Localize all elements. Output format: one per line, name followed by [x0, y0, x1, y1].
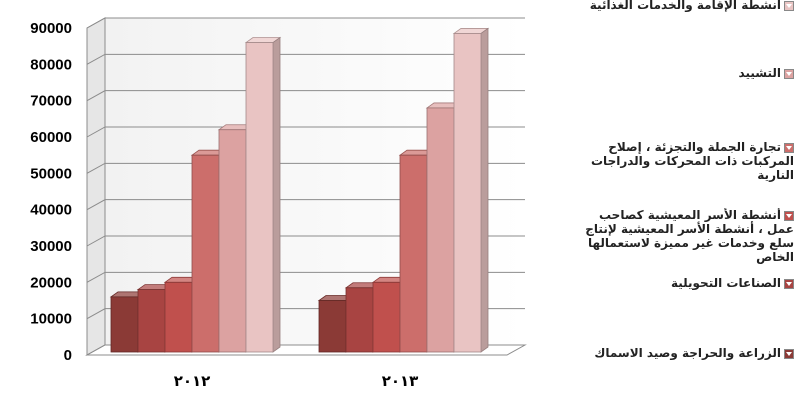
- legend-item: التشييد: [572, 66, 794, 80]
- y-tick-label: 0: [64, 347, 72, 364]
- x-tick-label: ٢٠١٣: [382, 372, 419, 390]
- y-tick-label: 70000: [30, 93, 72, 110]
- legend-swatch: [784, 278, 794, 289]
- x-axis: ٢٠١٢ ٢٠١٣: [174, 372, 419, 390]
- y-tick-label: 40000: [30, 202, 72, 219]
- legend-swatch: [784, 210, 794, 221]
- gridline: [86, 162, 525, 174]
- legend-label: أنشطة الإقامة والخدمات الغذائية: [589, 0, 781, 12]
- y-tick-label: 90000: [30, 20, 72, 37]
- legend-label: تجارة الجملة والتجزئة ، إصلاح المركبات ذ…: [591, 140, 794, 182]
- gridline: [86, 53, 525, 65]
- legend-swatch: [784, 348, 794, 359]
- y-tick-label: 80000: [30, 56, 72, 73]
- y-tick-label: 50000: [30, 165, 72, 182]
- gridline: [86, 271, 525, 283]
- side-wall: [86, 17, 106, 356]
- legend-item: الزراعة والحراجة وصيد الاسماك: [572, 346, 794, 360]
- bar: [452, 27, 490, 353]
- y-axis: 0 10000 20000 30000 40000 50000 60000 70000 8000…: [30, 20, 72, 364]
- gridline: [86, 17, 525, 29]
- gridline: [86, 199, 525, 211]
- legend-label: أنشطة الأسر المعيشية كصاحب عمل ، أنشطة ا…: [585, 208, 794, 264]
- legend-item: الصناعات التحويلية: [572, 276, 794, 290]
- gridlines: [86, 17, 525, 356]
- x-tick-label: ٢٠١٢: [174, 372, 211, 390]
- y-tick-label: 30000: [30, 238, 72, 255]
- legend-swatch: [784, 68, 794, 79]
- y-tick-label: 20000: [30, 274, 72, 291]
- gridline: [86, 90, 525, 102]
- bar: [244, 36, 282, 353]
- y-tick-label: 60000: [30, 129, 72, 146]
- gridline: [86, 235, 525, 247]
- legend-swatch: [784, 0, 794, 11]
- gridline: [86, 126, 525, 138]
- legend-item: أنشطة الأسر المعيشية كصاحب عمل ، أنشطة ا…: [572, 208, 794, 264]
- legend-item: تجارة الجملة والتجزئة ، إصلاح المركبات ذ…: [572, 140, 794, 182]
- legend-swatch: [784, 142, 794, 153]
- legend-label: الزراعة والحراجة وصيد الاسماك: [594, 346, 781, 360]
- legend-label: التشييد: [738, 66, 781, 80]
- legend-item: أنشطة الإقامة والخدمات الغذائية: [572, 0, 794, 12]
- y-tick-label: 10000: [30, 311, 72, 328]
- legend-label: الصناعات التحويلية: [670, 276, 781, 290]
- bars: [109, 27, 490, 353]
